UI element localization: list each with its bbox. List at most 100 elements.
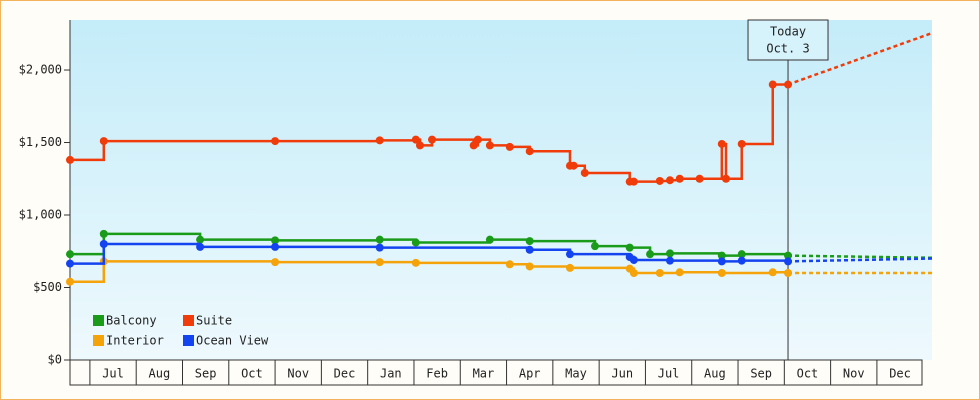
x-tick-label: Jul (658, 367, 680, 381)
plot-area (70, 20, 932, 360)
x-tick-label: Aug (149, 367, 171, 381)
legend-swatch (93, 335, 104, 346)
point (428, 135, 437, 144)
point (525, 147, 534, 156)
y-tick-label: $500 (33, 280, 62, 294)
x-tick-label: Sep (750, 367, 772, 381)
point (375, 235, 384, 244)
point (569, 161, 578, 170)
point (66, 277, 74, 286)
point (717, 257, 726, 266)
point (717, 269, 726, 278)
y-tick-label: $2,000 (19, 63, 62, 77)
point (271, 137, 280, 146)
legend-swatch (183, 335, 194, 346)
series (66, 257, 932, 286)
step-segment (669, 259, 724, 262)
step-segment (103, 260, 277, 263)
point (99, 229, 108, 238)
x-tick-label: Dec (334, 367, 356, 381)
point (646, 250, 655, 259)
point (665, 176, 674, 185)
x-tick-label: Jul (102, 367, 124, 381)
step-segment (679, 271, 724, 274)
x-tick-label: Oct (241, 367, 263, 381)
point (675, 268, 684, 277)
point (784, 257, 793, 266)
step-segment (741, 259, 790, 262)
point (565, 250, 574, 259)
step-segment (70, 244, 106, 265)
x-tick-label: Dec (889, 367, 911, 381)
forecast-line (787, 257, 933, 263)
point (580, 168, 589, 177)
point (717, 139, 726, 148)
series (66, 229, 933, 260)
legend-label: Interior (106, 334, 164, 348)
step-segment (275, 239, 381, 242)
step-segment (379, 260, 418, 264)
point (525, 237, 534, 246)
series (66, 240, 933, 268)
point (737, 139, 746, 148)
point (629, 255, 638, 264)
point (415, 141, 424, 150)
step-segment (70, 261, 106, 283)
point (485, 141, 494, 150)
today-label: Oct. 3 (766, 42, 809, 56)
point (768, 268, 777, 277)
point (675, 174, 684, 183)
step-segment (569, 266, 631, 270)
point (271, 258, 280, 267)
legend-label: Balcony (106, 314, 157, 328)
today-label: Today (770, 25, 806, 39)
step-segment (633, 258, 672, 262)
y-tick-label: $1,500 (19, 135, 62, 149)
step-segment (725, 143, 743, 181)
point (695, 174, 704, 183)
today-box (747, 19, 829, 61)
step-segment (200, 238, 277, 241)
step-segment (721, 271, 774, 275)
step-segment (699, 143, 724, 181)
point (565, 263, 574, 272)
x-tick-label: May (565, 367, 587, 381)
point (375, 243, 384, 252)
point (665, 256, 674, 265)
step-segment (741, 84, 774, 146)
point (99, 137, 108, 146)
point (717, 251, 726, 260)
step-segment (741, 252, 790, 256)
point (196, 242, 205, 251)
point (655, 269, 664, 278)
point (721, 174, 730, 183)
point (411, 238, 420, 247)
point (665, 249, 674, 258)
step-segment (594, 244, 631, 248)
point (784, 269, 793, 278)
y-tick-label: $0 (48, 353, 62, 367)
point (99, 240, 108, 249)
point (473, 135, 482, 144)
step-segment (529, 265, 572, 268)
point (768, 80, 777, 89)
x-tick-label: Nov (843, 367, 865, 381)
point (375, 136, 384, 145)
point (784, 80, 793, 89)
legend-label: Suite (196, 314, 232, 328)
step-segment (70, 141, 106, 162)
point (629, 269, 638, 278)
point (411, 135, 420, 144)
point (271, 236, 280, 245)
step-segment (275, 139, 381, 143)
point (655, 176, 664, 185)
point (525, 262, 534, 271)
point (629, 177, 638, 186)
x-tick-label: Mar (473, 367, 495, 381)
point (66, 259, 74, 268)
x-tick-label: Apr (519, 367, 541, 381)
x-tick-label: Oct (797, 367, 819, 381)
point (590, 242, 599, 251)
point (411, 258, 420, 267)
